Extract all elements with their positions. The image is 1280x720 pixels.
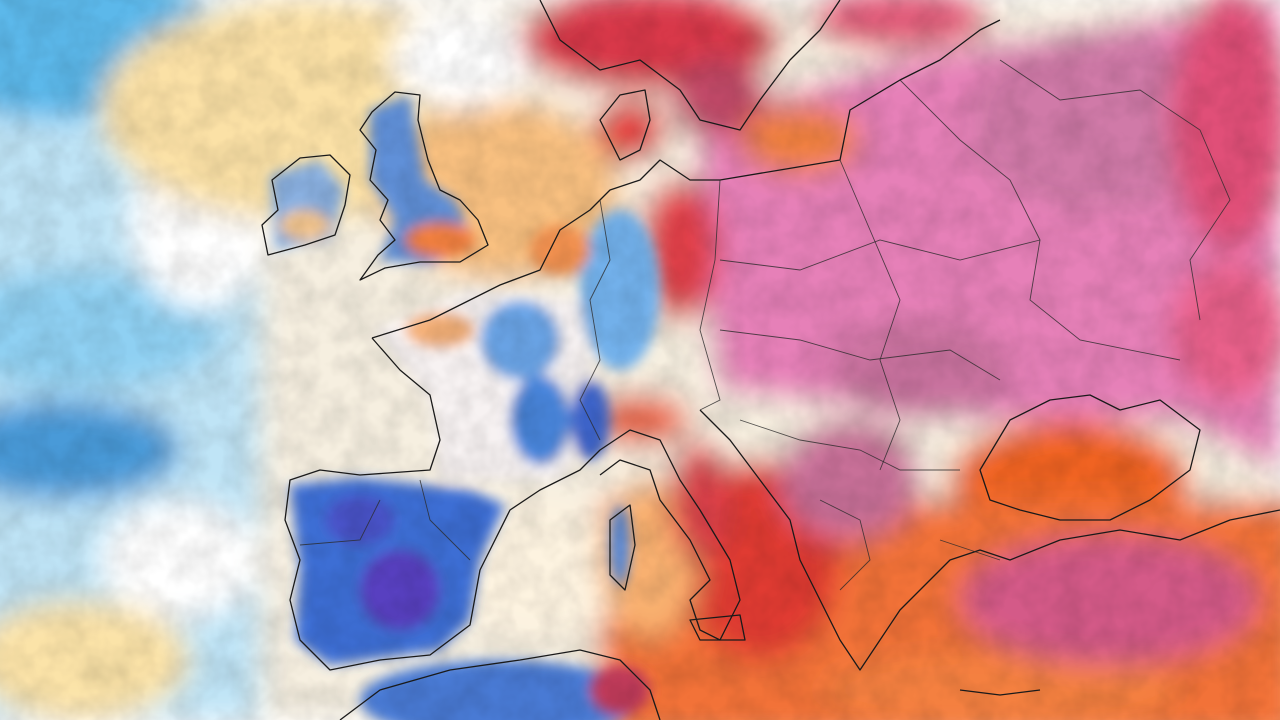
border bbox=[999, 59, 1231, 321]
scandinavia-coast bbox=[539, 0, 841, 131]
south-west-coast bbox=[284, 337, 741, 671]
crete-coast bbox=[959, 689, 1041, 696]
sicily-coast bbox=[689, 614, 746, 641]
border bbox=[739, 419, 960, 471]
border bbox=[819, 499, 1001, 591]
border bbox=[699, 179, 721, 411]
balkan-coast bbox=[699, 409, 1280, 671]
black-sea-coast bbox=[979, 394, 1201, 521]
border bbox=[839, 159, 901, 471]
denmark-coast bbox=[599, 89, 651, 161]
borders bbox=[299, 59, 1231, 591]
border bbox=[579, 199, 611, 441]
britain-coast bbox=[359, 91, 489, 281]
island-coast bbox=[609, 504, 636, 591]
coastlines bbox=[261, 0, 1280, 720]
ireland-coast bbox=[261, 154, 351, 256]
border bbox=[719, 239, 1041, 271]
border bbox=[299, 479, 471, 561]
africa-coast bbox=[339, 649, 661, 720]
border bbox=[719, 329, 1001, 381]
